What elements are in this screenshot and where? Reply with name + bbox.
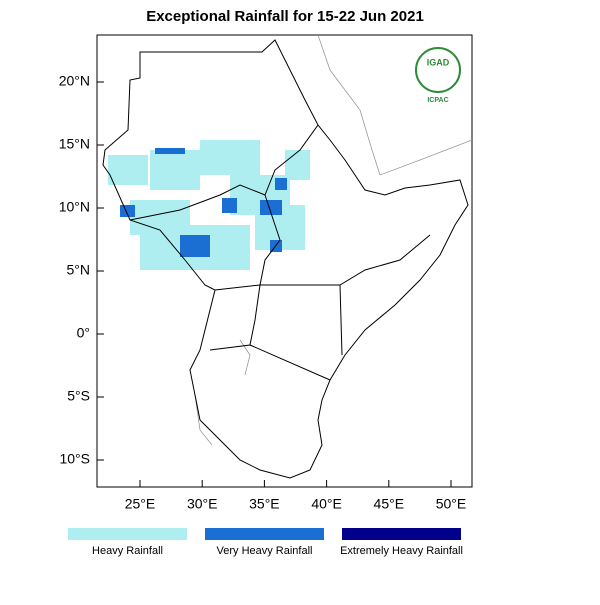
y-tick-label: 5°S (67, 388, 90, 404)
y-tick-label: 10°S (59, 451, 90, 467)
borders (102, 39, 469, 479)
logo-caption: ICPAC (427, 97, 448, 104)
x-tick-label: 35°E (249, 496, 280, 512)
legend-swatch (68, 528, 187, 540)
x-tick-label: 40°E (311, 496, 342, 512)
x-tick-label: 30°E (187, 496, 218, 512)
logo-name: IGAD (427, 57, 450, 67)
legend-label: Extremely Heavy Rainfall (340, 545, 463, 557)
legend-swatch (205, 528, 324, 540)
x-tick-label: 25°E (125, 496, 156, 512)
y-tick-label: 0° (77, 325, 90, 341)
map-title: Exceptional Rainfall for 15-22 Jun 2021 (146, 8, 424, 25)
ipac-logo: IGAD ICPAC (415, 47, 461, 104)
y-tick-label: 20°N (59, 73, 90, 89)
rainfall-areas (108, 140, 310, 270)
x-tick-label: 45°E (374, 496, 405, 512)
y-tick-label: 15°N (59, 136, 90, 152)
x-tick-label: 50°E (436, 496, 467, 512)
legend-label: Very Heavy Rainfall (217, 545, 313, 557)
y-tick-label: 10°N (59, 199, 90, 215)
legend-swatch (342, 528, 461, 540)
y-tick-label: 5°N (67, 262, 91, 278)
background-lines (194, 34, 473, 446)
legend-label: Heavy Rainfall (92, 545, 163, 557)
